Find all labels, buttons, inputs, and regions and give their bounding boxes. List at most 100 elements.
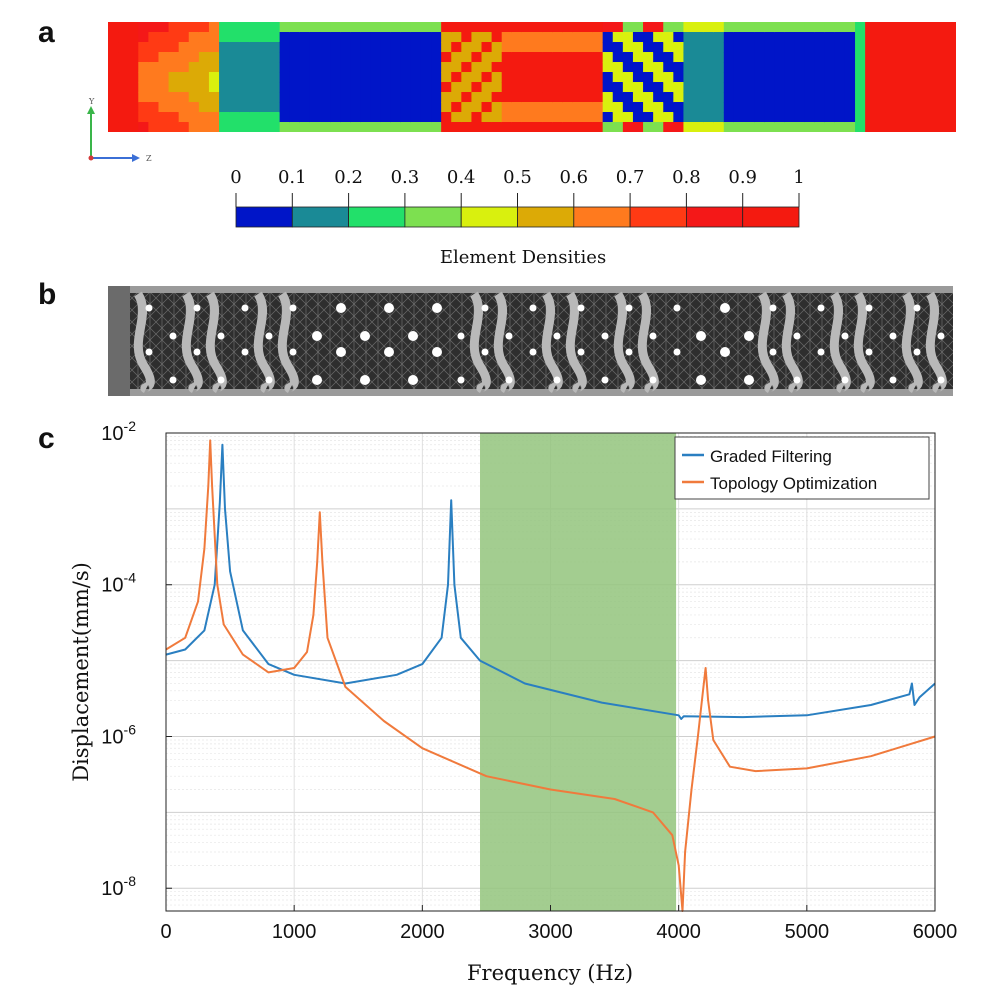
density-cell (744, 82, 755, 93)
density-cell (683, 32, 695, 43)
density-cell (663, 62, 674, 73)
lattice-hole (360, 375, 370, 385)
density-cell (532, 122, 543, 132)
density-cell (289, 112, 301, 123)
density-cell (400, 72, 412, 83)
density-cell (158, 122, 170, 132)
density-cell (744, 22, 755, 33)
density-cell (471, 72, 483, 83)
density-cell (905, 102, 917, 113)
density-cell (733, 42, 745, 53)
x-tick-label: 1000 (272, 921, 317, 943)
density-cell (521, 102, 533, 113)
density-cell (249, 102, 261, 113)
density-cell (542, 92, 553, 103)
density-cell (905, 22, 917, 33)
density-cell (875, 82, 886, 93)
density-cell (875, 72, 886, 83)
density-cell (118, 72, 129, 83)
density-cell (764, 112, 775, 123)
density-cell (885, 62, 897, 73)
density-cell (713, 72, 725, 83)
density-cell (289, 102, 301, 113)
lattice-hole (384, 303, 394, 313)
density-cell (824, 62, 836, 73)
density-cell (289, 32, 301, 43)
density-cell (360, 112, 372, 123)
density-cell (481, 102, 493, 113)
density-cell (138, 122, 149, 132)
lattice-hole (360, 331, 370, 341)
density-cell (552, 72, 563, 83)
density-cell (612, 82, 624, 93)
lattice-hole (720, 303, 730, 313)
highlight-band (480, 433, 677, 911)
density-cell (350, 122, 361, 132)
density-cell (168, 82, 180, 93)
density-cell (865, 72, 876, 83)
colorbar-segment (348, 206, 406, 228)
density-cell (320, 112, 331, 123)
density-cell (511, 92, 523, 103)
density-cell (572, 102, 584, 113)
density-cell (673, 82, 685, 93)
density-cell (865, 62, 876, 73)
density-cell (572, 22, 584, 33)
density-cell (289, 22, 301, 33)
density-cell (552, 42, 563, 53)
density-cell (693, 112, 705, 123)
density-cell (723, 82, 735, 93)
lattice-hole (169, 332, 177, 340)
density-cell (733, 122, 745, 132)
density-cell (461, 42, 473, 53)
density-cell (622, 52, 634, 63)
density-cell (865, 82, 876, 93)
density-cell (481, 42, 493, 53)
density-cell (198, 62, 210, 73)
density-cell (895, 92, 907, 103)
density-cell (441, 92, 452, 103)
density-cell (168, 42, 180, 53)
colorbar-tick-label: 0 (230, 167, 241, 188)
lattice-hole (529, 348, 537, 356)
density-cell (441, 32, 452, 43)
density-cell (320, 72, 331, 83)
density-cell (178, 112, 190, 123)
density-cell (451, 42, 462, 53)
density-cell (643, 62, 654, 73)
density-cell (481, 112, 493, 123)
density-cell (794, 102, 806, 113)
density-cell (814, 102, 826, 113)
density-cell (208, 102, 220, 113)
density-cell (794, 72, 806, 83)
density-cell (330, 122, 341, 132)
density-cell (249, 42, 261, 53)
density-cell (299, 92, 311, 103)
density-cell (562, 82, 573, 93)
density-cell (279, 52, 291, 63)
density-cell (532, 62, 543, 73)
density-cell (158, 102, 170, 113)
density-cell (178, 92, 190, 103)
density-cell (108, 42, 119, 53)
density-cell (794, 22, 806, 33)
density-cell (532, 52, 543, 63)
density-cell (441, 52, 452, 63)
density-cell (451, 72, 462, 83)
density-cell (875, 92, 886, 103)
density-cell (844, 72, 856, 83)
colorbar-tick-label: 0.1 (278, 167, 307, 188)
density-cell (612, 32, 624, 43)
density-cell (229, 82, 240, 93)
lattice-strut (901, 291, 923, 394)
density-cell (754, 22, 765, 33)
lattice-strut (853, 291, 875, 394)
density-cell (905, 82, 917, 93)
density-cell (390, 82, 402, 93)
density-cell (128, 72, 139, 83)
density-cell (814, 52, 826, 63)
density-cell (138, 42, 149, 53)
density-cell (552, 62, 563, 73)
density-cell (915, 72, 927, 83)
density-cell (279, 122, 291, 132)
